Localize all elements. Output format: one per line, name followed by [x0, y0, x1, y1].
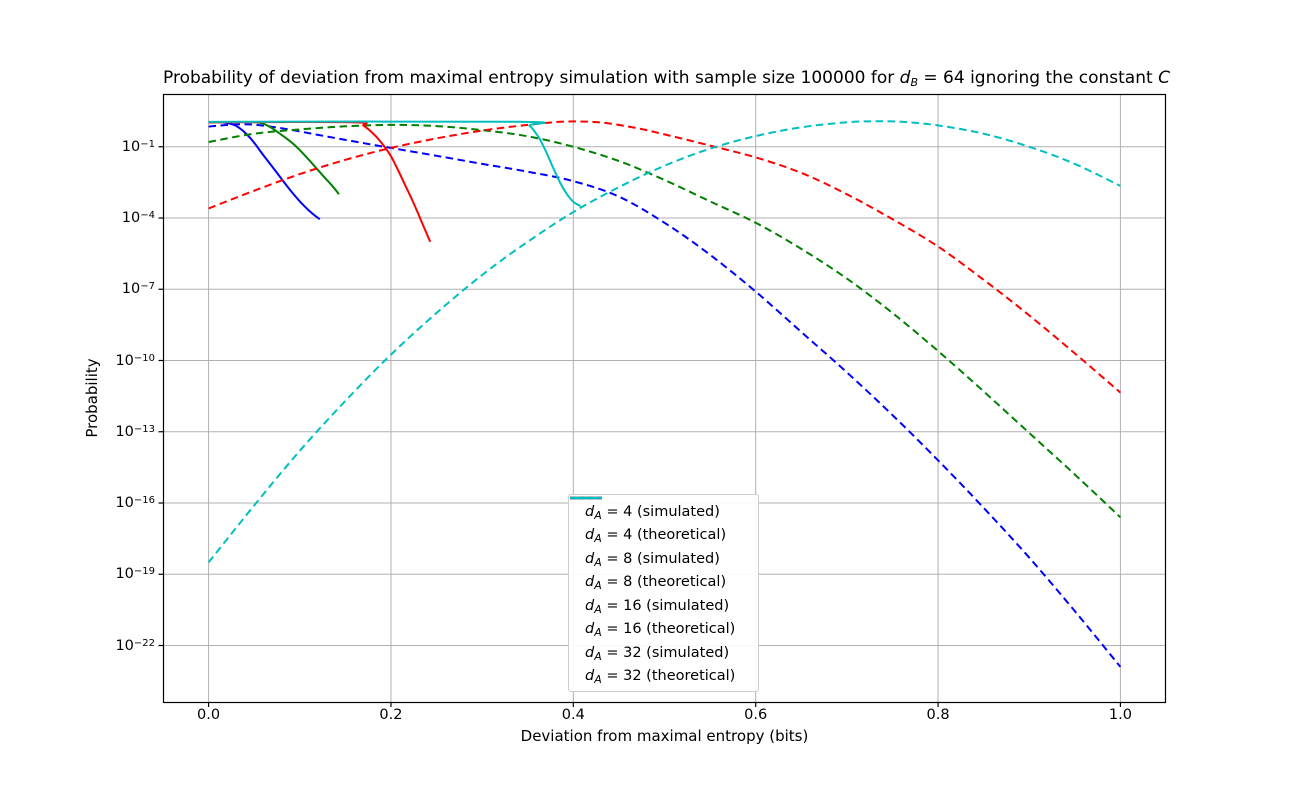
curve-da32-simulated — [208, 120, 582, 207]
legend-label: dA = 16 (simulated) — [585, 597, 730, 616]
chart-title: Probability of deviation from maximal en… — [163, 68, 1170, 89]
y-tick-label: 10−19 — [115, 566, 155, 583]
legend-item-da8-theoretical: dA = 8 (theoretical) — [569, 496, 758, 595]
y-tick-label: 10−7 — [121, 281, 155, 298]
chart-title-var-C: C — [1158, 68, 1170, 88]
x-tick-label: 1.0 — [1108, 707, 1132, 723]
curve-da8-theoretical — [208, 123, 1122, 519]
axes-frame — [162, 93, 1167, 704]
chart-title-sub-B: B — [910, 76, 918, 89]
y-tick-label: 10−22 — [115, 637, 155, 654]
legend-item-da4-simulated: dA = 4 (simulated) — [569, 496, 758, 524]
legend: dA = 4 (simulated) dA = 4 (theoretical) dA… — [568, 494, 759, 692]
curves — [207, 120, 1122, 668]
legend-item-da8-simulated: dA = 8 (simulated) — [569, 496, 758, 571]
curve-da4-simulated — [208, 121, 321, 220]
x-tick-label: 0.0 — [197, 707, 221, 723]
legend-label: dA = 8 (simulated) — [585, 550, 720, 569]
y-axis-label: Probability — [83, 358, 101, 438]
x-tick-label: 0.8 — [926, 707, 950, 723]
legend-label: dA = 4 (theoretical) — [585, 527, 727, 546]
y-tick-label: 10−4 — [121, 210, 155, 226]
legend-label: dA = 16 (theoretical) — [585, 621, 736, 640]
chart-title-var-d: d — [899, 68, 911, 88]
legend-label: dA = 4 (simulated) — [585, 503, 720, 522]
x-axis-label: Deviation from maximal entropy (bits) — [520, 727, 809, 745]
y-tick-label: 10−13 — [115, 423, 155, 440]
y-tick-label: 10−10 — [115, 352, 155, 369]
legend-label: dA = 32 (simulated) — [585, 644, 730, 663]
legend-item-da32-theoretical: dA = 32 (theoretical) — [569, 496, 758, 689]
x-tick-label: 0.4 — [561, 707, 585, 723]
curve-da4-theoretical — [208, 123, 1122, 668]
legend-line-dashed — [570, 496, 602, 500]
chart-title-text: Probability of deviation from maximal en… — [163, 68, 900, 88]
curve-da16-simulated — [208, 121, 432, 243]
y-tick-label: 10−1 — [121, 138, 155, 155]
legend-item-da16-simulated: dA = 16 (simulated) — [569, 496, 758, 618]
legend-item-da16-theoretical: dA = 16 (theoretical) — [569, 496, 758, 642]
x-tick-label: 0.6 — [744, 707, 768, 723]
legend-label: dA = 8 (theoretical) — [585, 574, 727, 593]
legend-item-da4-theoretical: dA = 4 (theoretical) — [569, 496, 758, 548]
chart-title-mid: = 64 ignoring the constant — [917, 68, 1159, 88]
legend-item-da32-simulated: dA = 32 (simulated) — [569, 496, 758, 665]
y-tick-label: 10−16 — [115, 495, 155, 511]
curve-da8-simulated — [208, 121, 340, 195]
curve-da16-theoretical — [208, 120, 1122, 394]
legend-label: dA = 32 (theoretical) — [585, 668, 736, 687]
tick-marks — [158, 146, 1122, 707]
x-tick-label: 0.2 — [379, 707, 403, 723]
